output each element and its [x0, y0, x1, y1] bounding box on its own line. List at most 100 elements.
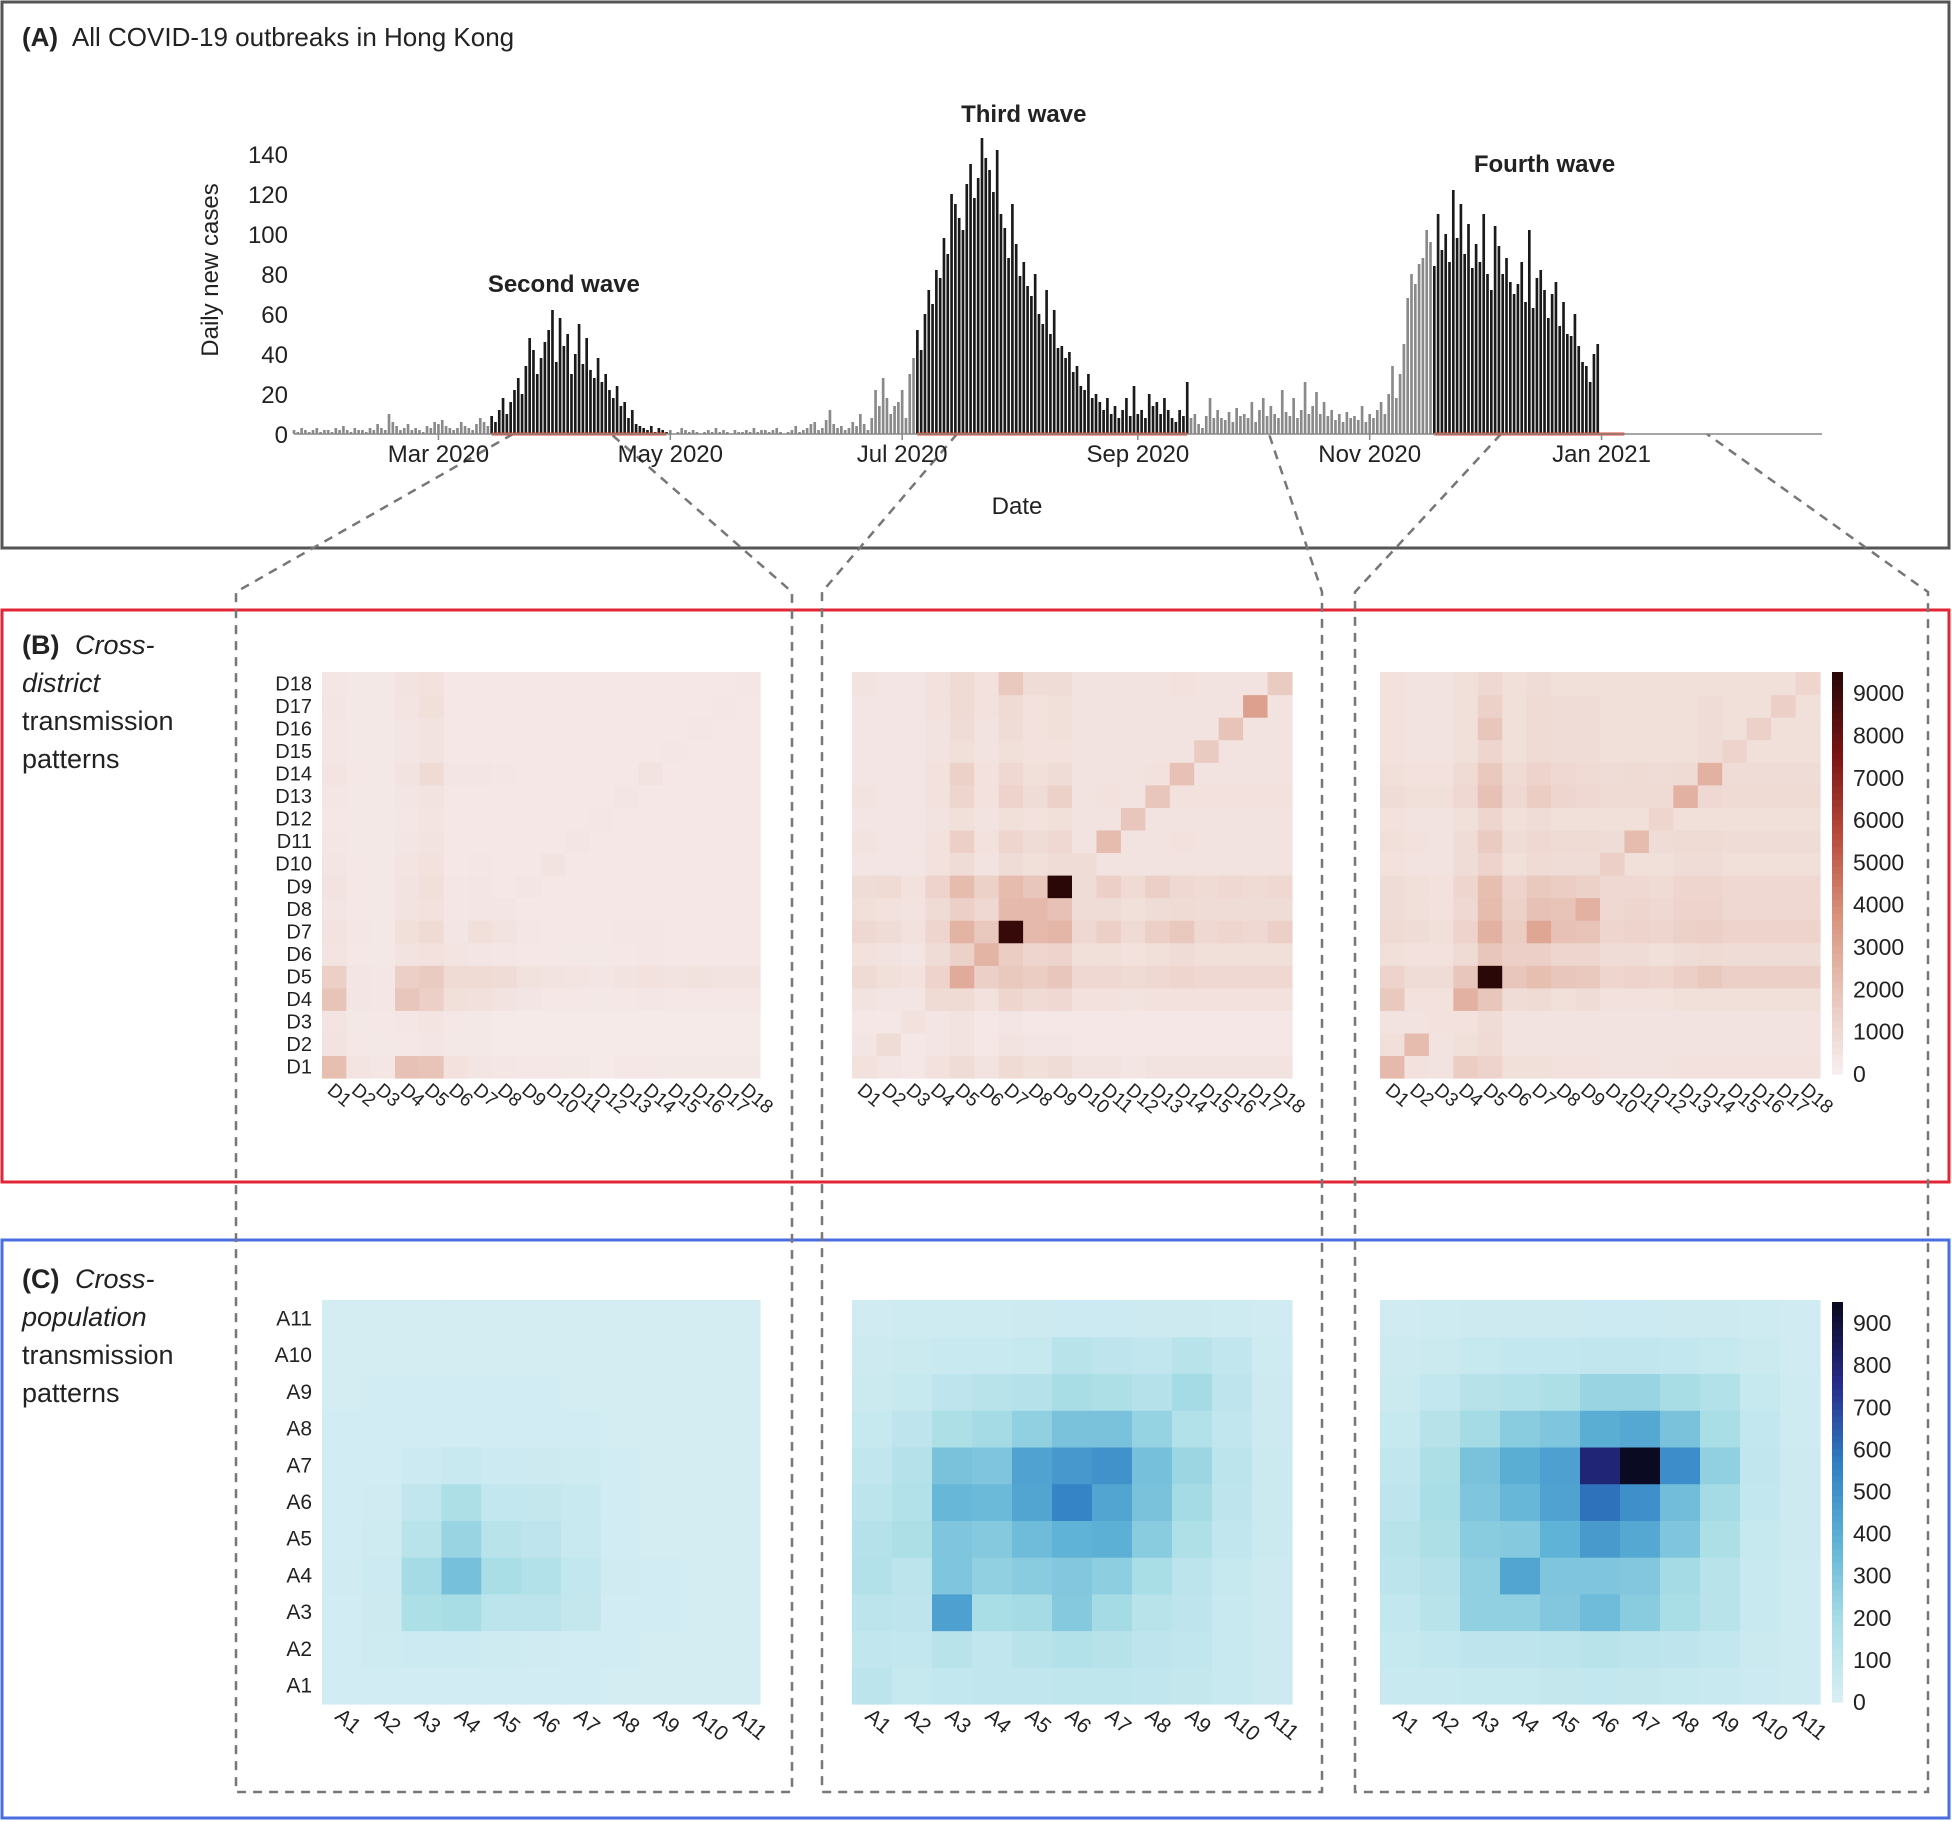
heatmap-cell [1428, 739, 1454, 763]
colorbar-tick-label: 2000 [1853, 976, 1904, 1002]
heatmap-y-label: D1 [286, 1057, 312, 1079]
heatmap-cell [1252, 1483, 1293, 1521]
heatmap-cell [361, 1593, 403, 1632]
heatmap-cell [346, 875, 372, 899]
heatmap-cell [1380, 1630, 1421, 1668]
heatmap-cell [322, 784, 347, 808]
colorbar-segment [1832, 1315, 1843, 1323]
heatmap-cell [589, 852, 615, 876]
heatmap-cell [322, 987, 347, 1011]
heatmap-cell [949, 920, 975, 944]
heatmap-cell [1780, 1446, 1821, 1485]
colorbar-tick-label: 100 [1853, 1647, 1891, 1673]
heatmap-cell [1673, 762, 1699, 786]
heatmap-cell [662, 852, 688, 876]
heatmap-cell [1404, 672, 1430, 696]
daily-case-bar [1147, 394, 1151, 434]
colorbar-segment [1832, 913, 1843, 921]
daily-case-bar [357, 430, 360, 434]
heatmap-cell [1722, 965, 1748, 989]
heatmap-cell [949, 807, 975, 831]
heatmap-cell [614, 852, 639, 876]
heatmap-cell [720, 1593, 761, 1632]
heatmap-cell [972, 1667, 1013, 1705]
wave-annotation: Second wave [488, 271, 640, 298]
colorbar-segment [1832, 1555, 1843, 1563]
heatmap-cell [1072, 1055, 1098, 1079]
colorbar-segment [1832, 1688, 1843, 1696]
colorbar-segment [1832, 725, 1843, 733]
colorbar-segment [1832, 1428, 1843, 1436]
colorbar-segment [1832, 906, 1843, 914]
daily-case-bar [1155, 402, 1159, 434]
heatmap-cell [1746, 1032, 1772, 1057]
colorbar-segment [1832, 1568, 1843, 1576]
heatmap-cell [1580, 1300, 1621, 1338]
heatmap-cell [1697, 852, 1723, 876]
heatmap-cell [1380, 1373, 1421, 1411]
daily-case-bar [1531, 308, 1535, 434]
heatmap-cell [1648, 694, 1674, 718]
heatmap-cell [1722, 694, 1748, 718]
heatmap-cell [1746, 717, 1772, 741]
heatmap-cell [932, 1446, 973, 1485]
heatmap-cell [346, 694, 372, 718]
heatmap-cell [720, 1446, 761, 1485]
heatmap-cell [1172, 1557, 1213, 1595]
heatmap-cell [1267, 987, 1293, 1011]
heatmap-cell [876, 875, 902, 899]
daily-case-bar [1250, 402, 1254, 434]
heatmap-cell [1771, 717, 1797, 741]
heatmap-x-label: A5 [1549, 1704, 1583, 1738]
daily-case-bar [589, 370, 592, 434]
heatmap-cell [1500, 1630, 1541, 1668]
heatmap-cell [1428, 784, 1454, 808]
heatmap-cell [1722, 920, 1748, 944]
heatmap-cell [419, 807, 445, 831]
daily-case-bar [859, 414, 862, 434]
heatmap-cell [401, 1483, 443, 1521]
heatmap-cell [1540, 1446, 1581, 1485]
heatmap-cell [541, 1010, 566, 1034]
heatmap-cell [711, 897, 737, 921]
heatmap-cell [395, 739, 420, 763]
heatmap-cell [395, 965, 420, 989]
heatmap-cell [1477, 694, 1503, 718]
heatmap-cell [1795, 852, 1821, 876]
heatmap-cell [1697, 784, 1723, 808]
daily-case-bar [532, 350, 535, 434]
daily-case-bar [634, 424, 638, 434]
heatmap-cell [711, 672, 737, 696]
daily-case-bar [1497, 246, 1501, 434]
heatmap-cell [1404, 942, 1430, 966]
heatmap-cell [1243, 762, 1269, 786]
heatmap-cell [900, 717, 926, 741]
heatmap-cell [516, 694, 542, 718]
heatmap-cell [1660, 1667, 1701, 1705]
heatmap-cell [1218, 694, 1244, 718]
heatmap-cell [1023, 942, 1049, 966]
heatmap-cell [735, 739, 761, 763]
daily-case-bar [566, 334, 569, 434]
daily-case-bar [372, 430, 376, 434]
heatmap-cell [662, 987, 688, 1011]
daily-case-bar [946, 254, 950, 434]
heatmap-cell [322, 694, 347, 718]
heatmap-cell [322, 875, 347, 899]
heatmap-cell [1502, 784, 1528, 808]
heatmap-cell [1092, 1446, 1133, 1485]
heatmap-cell [1500, 1410, 1541, 1448]
heatmap-cell [1096, 694, 1122, 718]
colorbar-segment [1832, 1047, 1843, 1055]
heatmap-cell [419, 875, 445, 899]
daily-case-bar [802, 430, 805, 434]
heatmap-cell [1428, 942, 1454, 966]
heatmap-cell [932, 1483, 973, 1521]
colorbar-segment [1832, 1067, 1843, 1075]
heatmap-cell [492, 942, 518, 966]
daily-case-bar [691, 430, 695, 434]
heatmap-cell [1600, 672, 1626, 696]
heatmap-cell [565, 920, 591, 944]
colorbar-segment [1832, 672, 1843, 680]
